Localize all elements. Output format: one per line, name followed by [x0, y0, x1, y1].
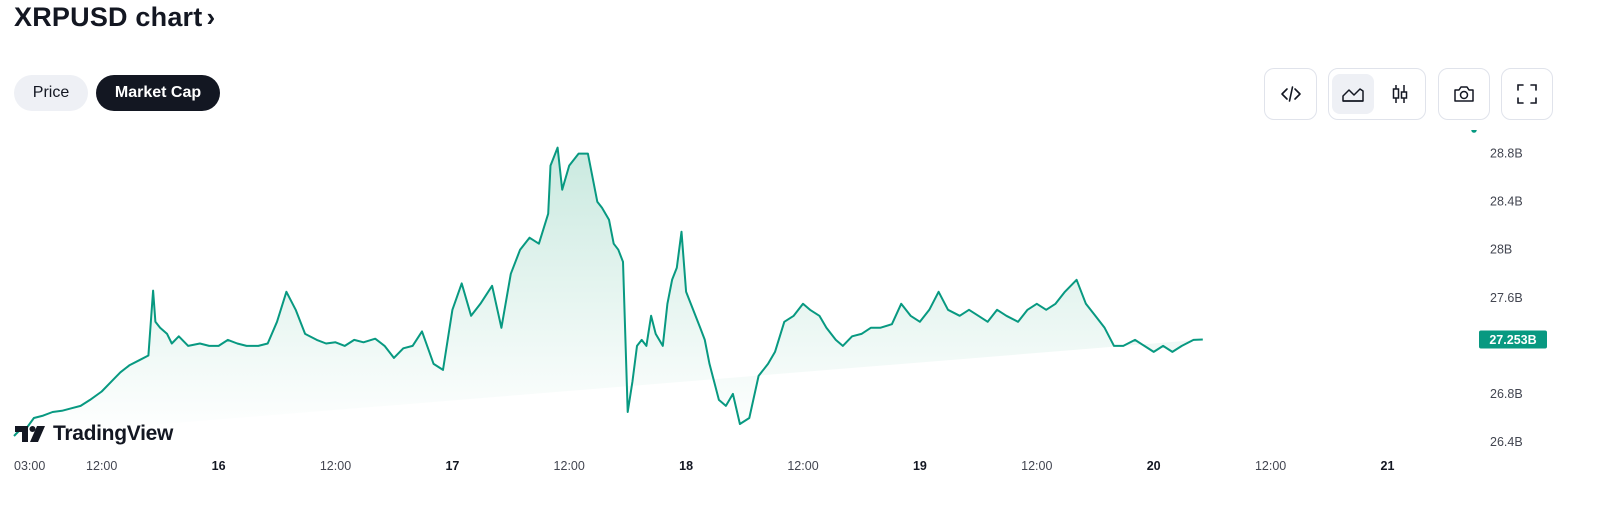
- chart-title-text: XRPUSD chart: [14, 2, 203, 32]
- last-value-label: 27.253B: [1489, 333, 1536, 347]
- chart-type-group: [1328, 68, 1426, 120]
- x-tick-label: 12:00: [320, 459, 351, 473]
- fullscreen-button[interactable]: [1506, 74, 1548, 114]
- fullscreen-icon: [1517, 84, 1537, 104]
- x-tick-label: 12:00: [787, 459, 818, 473]
- x-tick-label: 12:00: [554, 459, 585, 473]
- x-tick-label: 03:00: [14, 459, 45, 473]
- tradingview-logo-icon: [15, 426, 45, 442]
- x-tick-label: 19: [913, 459, 927, 473]
- x-tick-label: 12:00: [86, 459, 117, 473]
- x-tick-label: 12:00: [1021, 459, 1052, 473]
- tab-price[interactable]: Price: [14, 75, 88, 111]
- series-line: [13, 146, 1203, 437]
- area-chart-icon: [1342, 88, 1364, 102]
- snapshot-button[interactable]: [1443, 74, 1485, 114]
- y-tick-label: 28.8B: [1490, 147, 1523, 161]
- x-tick-label: 20: [1147, 459, 1161, 473]
- tradingview-logo[interactable]: TradingView: [15, 422, 173, 446]
- y-tick-label: 27.6B: [1490, 291, 1523, 305]
- y-tick-label: 28B: [1490, 243, 1512, 257]
- tradingview-logo-text: TradingView: [53, 422, 174, 445]
- embed-tool-group: [1264, 68, 1317, 120]
- x-tick-label: 17: [445, 459, 459, 473]
- fullscreen-tool-group: [1501, 68, 1553, 120]
- market-cap-chart[interactable]: 28.8B 28.4B 28B 27.6B 26.8B 26.4B 03:00 12:00 1…: [0, 130, 1600, 490]
- camera-icon: [1454, 86, 1474, 102]
- candlestick-chart-button[interactable]: [1379, 74, 1421, 114]
- x-tick-label: 18: [679, 459, 693, 473]
- area-fill: [14, 147, 1203, 436]
- x-tick-label: 12:00: [1255, 459, 1286, 473]
- x-tick-label: 16: [212, 459, 226, 473]
- x-tick-label: 21: [1381, 459, 1395, 473]
- chart-title[interactable]: XRPUSD chart ›: [14, 2, 215, 33]
- y-tick-label: 26.8B: [1490, 387, 1523, 401]
- last-value-tag: [1479, 330, 1547, 349]
- y-tick-label: 26.4B: [1490, 435, 1523, 449]
- last-point-marker: [1469, 130, 1479, 135]
- snapshot-tool-group: [1438, 68, 1490, 120]
- chevron-right-icon: ›: [206, 2, 216, 32]
- y-tick-label: 28.4B: [1490, 195, 1523, 209]
- area-chart-button[interactable]: [1332, 74, 1374, 114]
- embed-code-icon: [1281, 86, 1301, 102]
- tab-market-cap[interactable]: Market Cap: [96, 75, 220, 111]
- embed-code-button[interactable]: [1270, 74, 1312, 114]
- candlestick-icon: [1392, 85, 1408, 103]
